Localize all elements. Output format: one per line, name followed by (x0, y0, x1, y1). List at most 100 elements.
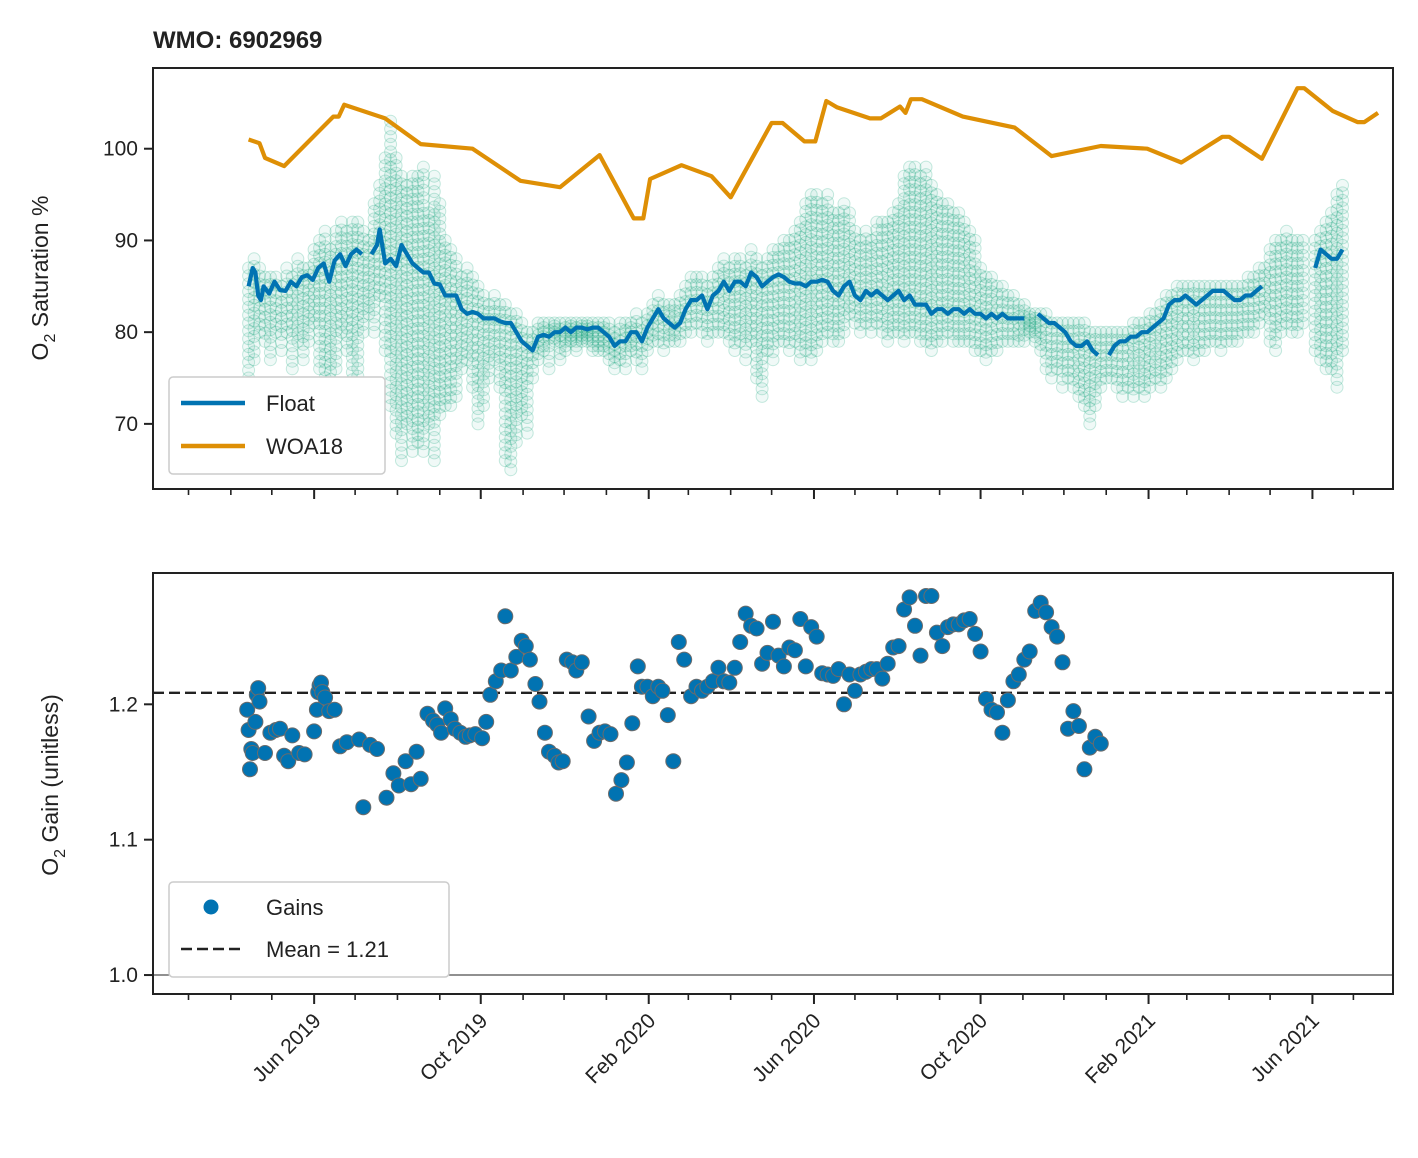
profile-point (438, 301, 452, 315)
profile-point (449, 389, 463, 403)
profile-point (389, 373, 403, 386)
profile-point (378, 166, 392, 180)
profile-point (356, 263, 370, 277)
profile-point (411, 352, 425, 366)
profile-point (395, 454, 408, 468)
profile-point (498, 454, 512, 468)
profile-point (400, 271, 414, 285)
profile-point (843, 206, 856, 220)
profile-point (471, 356, 485, 370)
gain-point (317, 689, 334, 706)
profile-point (449, 259, 463, 273)
profile-point (411, 412, 425, 426)
gain-point (967, 625, 984, 642)
profile-point (460, 269, 474, 283)
profile-point (395, 415, 408, 429)
profile-point (307, 316, 321, 330)
profile-point (466, 365, 480, 378)
profile-point (487, 353, 501, 367)
profile-point (335, 294, 348, 308)
profile-point (460, 292, 474, 305)
profile-point (313, 324, 327, 338)
profile-point (373, 289, 387, 302)
profile-point (455, 316, 469, 330)
profile-point (477, 383, 490, 397)
profile-point (427, 454, 441, 468)
profile-point (274, 303, 288, 317)
profile-point (406, 238, 419, 252)
profile-point (324, 350, 337, 364)
o2-saturation-panel: WMO: 6902969 70 80 90 100 O2 Saturation % F… (27, 27, 1394, 499)
profile-point (351, 261, 365, 275)
profile-point (438, 309, 452, 322)
profile-point (253, 301, 266, 315)
profile-point (449, 267, 463, 281)
profile-point (416, 214, 430, 228)
profile-point (400, 332, 414, 346)
profile-point (422, 221, 436, 235)
profile-point (416, 245, 430, 259)
profile-point (318, 232, 332, 246)
profile-point (335, 286, 348, 300)
profile-point (466, 317, 480, 331)
profile-point (416, 229, 430, 243)
profile-point (324, 304, 337, 318)
profile-point (411, 238, 425, 252)
gain-point (726, 659, 743, 676)
profile-point (433, 197, 447, 211)
profile-point (367, 272, 381, 286)
gain-point (502, 662, 519, 679)
profile-point (313, 279, 327, 293)
profile-point (378, 274, 392, 288)
profile-point (384, 352, 398, 366)
profile-point (395, 354, 408, 368)
profile-point (406, 276, 419, 290)
profile-point (427, 323, 441, 337)
profile-point (466, 270, 480, 284)
profile-point (482, 349, 496, 363)
profile-point (324, 311, 337, 325)
profile-point (263, 353, 277, 367)
profile-point (247, 298, 261, 312)
profile-point (438, 271, 452, 285)
profile-point (411, 314, 425, 328)
profile-point (395, 438, 408, 452)
profile-point (416, 160, 430, 174)
profile-point (345, 335, 359, 349)
profile-point (406, 215, 419, 229)
profile-point (504, 400, 518, 414)
profile-point (504, 393, 518, 407)
profile-point (258, 302, 272, 316)
profile-point (427, 446, 441, 460)
profile-point (367, 318, 381, 332)
profile-point (384, 230, 398, 243)
profile-point (433, 242, 447, 256)
profile-point (416, 283, 430, 297)
profile-point (406, 284, 419, 298)
profile-point (389, 182, 403, 195)
profile-point (406, 322, 419, 336)
profile-point (422, 387, 436, 401)
profile-point (318, 324, 332, 338)
profile-point (427, 185, 441, 199)
gain-point (242, 761, 258, 778)
profile-point (367, 197, 381, 211)
profile-point (400, 309, 414, 323)
profile-point (427, 231, 441, 245)
profile-point (345, 290, 359, 304)
profile-point (247, 329, 261, 343)
profile-point (400, 378, 414, 392)
profile-point (242, 316, 256, 330)
profile-point (307, 243, 321, 257)
profile-point (416, 352, 430, 366)
gain-point (497, 608, 514, 625)
profile-point (389, 403, 403, 417)
profile-point (329, 316, 343, 330)
gain-point (326, 701, 343, 718)
profile-point (455, 362, 469, 376)
profile-point (406, 223, 419, 237)
profile-point (438, 369, 452, 382)
profile-point (477, 351, 490, 365)
profile-point (395, 300, 408, 314)
gain-point (531, 693, 548, 710)
